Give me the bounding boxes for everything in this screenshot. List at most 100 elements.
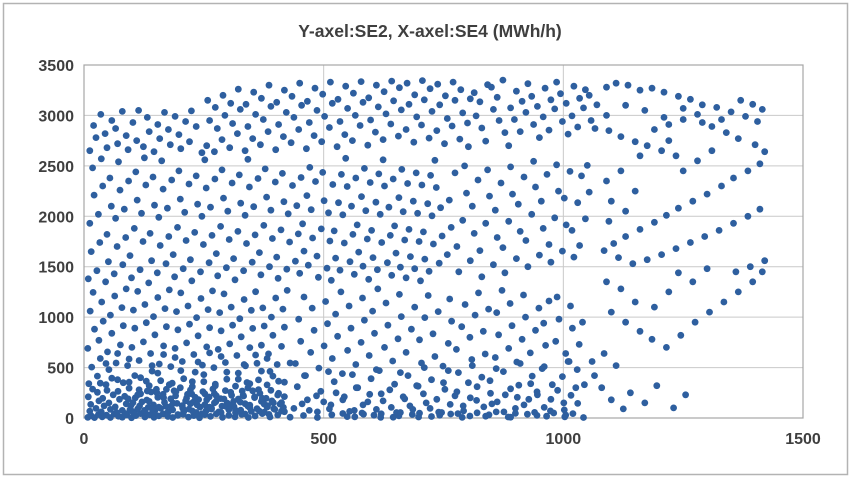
data-point [206,324,214,332]
data-point [251,231,259,239]
data-point [547,395,555,403]
data-point [145,128,153,136]
data-point [488,83,495,91]
data-point [114,387,122,395]
data-point [146,230,154,237]
data-point [122,285,130,293]
data-point [178,358,186,365]
data-point [246,380,254,388]
data-point [547,96,555,104]
data-point [536,134,543,142]
data-point [227,388,235,396]
data-point [224,207,232,215]
data-point [617,133,625,141]
data-point [419,77,426,84]
data-point [327,78,334,86]
data-point [96,379,104,387]
data-point [501,129,509,137]
data-point [493,309,501,316]
data-point [237,333,245,341]
data-point [459,216,467,224]
data-point [323,264,331,272]
data-point [128,344,136,351]
data-point [241,211,249,219]
data-point [327,276,335,284]
data-point [432,184,440,191]
data-point [160,342,168,350]
data-point [428,108,436,115]
data-point [566,168,574,175]
data-point [90,191,98,199]
data-point [466,95,474,103]
data-point [167,402,175,410]
data-point [363,235,371,243]
data-point [315,364,323,372]
data-point [212,250,220,257]
data-point [340,239,348,247]
data-point [545,297,553,305]
data-point [183,339,191,347]
data-point [392,249,400,257]
data-point [171,273,179,281]
data-point [193,314,201,321]
data-point [349,371,356,378]
data-point [89,385,96,393]
data-point [256,407,263,415]
data-point [281,393,288,400]
data-point [219,91,227,99]
data-point [286,238,293,246]
data-point [176,384,184,392]
data-point [500,368,507,375]
data-point [629,260,637,268]
data-point [622,101,629,109]
data-point [273,98,281,106]
data-point [444,340,452,347]
data-point [211,148,218,156]
data-point [439,362,447,370]
data-point [672,152,680,160]
data-point [564,358,572,365]
data-point [343,183,351,190]
data-point [149,173,157,181]
data-point [225,236,233,243]
data-point [520,401,528,409]
data-point [306,164,314,171]
data-point [520,291,527,299]
data-point [324,320,331,328]
data-point [572,384,580,392]
data-point [142,377,150,385]
data-point [130,306,137,314]
data-point [192,123,200,130]
data-point [328,411,336,419]
data-point [687,95,694,103]
data-point [279,170,286,177]
data-point [300,412,307,419]
data-point [247,306,255,314]
data-point [500,408,508,416]
data-point [509,190,516,198]
data-point [660,88,668,96]
data-point [298,101,305,109]
data-point [468,356,476,363]
data-point [448,122,456,130]
data-point [576,242,583,249]
data-point [417,277,424,285]
data-point [255,376,262,384]
data-point [425,134,433,142]
data-point [478,273,486,281]
data-point [435,408,443,416]
data-point [540,363,548,370]
data-point [151,331,159,339]
data-point [242,100,250,108]
data-point [734,135,742,143]
data-point [548,381,556,389]
data-point [525,395,533,403]
data-point [437,204,444,212]
data-point [381,344,388,351]
data-point [675,92,682,100]
data-point [689,197,697,205]
data-point [313,252,321,260]
data-point [612,79,620,87]
data-point [84,275,92,283]
